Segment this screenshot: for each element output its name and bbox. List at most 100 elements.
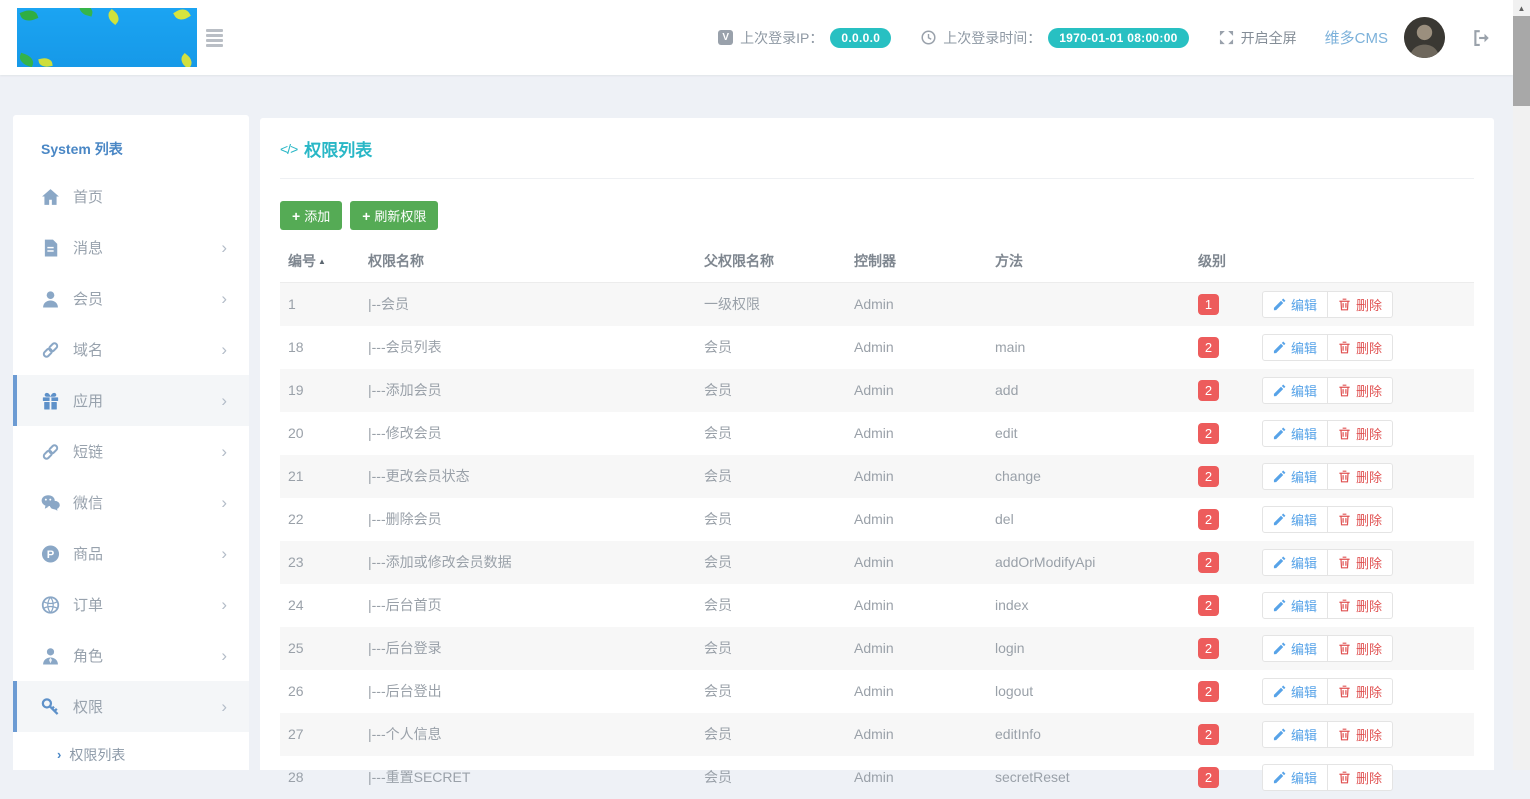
- sidebar-item-domain[interactable]: 域名 ›: [13, 324, 249, 375]
- key-icon: [41, 697, 60, 716]
- edit-button[interactable]: 编辑: [1262, 333, 1329, 361]
- trash-icon: [1338, 771, 1351, 784]
- cell-parent: 会员: [704, 726, 732, 742]
- edit-button[interactable]: 编辑: [1262, 419, 1329, 447]
- sidebar-item-home[interactable]: 首页: [13, 171, 249, 222]
- edit-button[interactable]: 编辑: [1262, 548, 1329, 576]
- delete-button[interactable]: 删除: [1328, 677, 1394, 705]
- sidebar-item-label: 首页: [73, 189, 104, 206]
- menu-toggle-icon[interactable]: [206, 28, 223, 47]
- delete-button[interactable]: 删除: [1328, 333, 1394, 361]
- sidebar-item-permission[interactable]: 权限 ›: [13, 681, 249, 732]
- cell-controller: Admin: [854, 339, 894, 355]
- delete-button[interactable]: 删除: [1328, 720, 1394, 748]
- table-header-row: 编号 ▲ 权限名称 父权限名称 控制器 方法 级别: [280, 242, 1474, 283]
- cell-name: |---后台登出: [368, 683, 442, 699]
- chain-icon: [41, 443, 60, 461]
- delete-button[interactable]: 删除: [1328, 548, 1394, 576]
- sidebar-item-shortlink[interactable]: 短链 ›: [13, 426, 249, 477]
- delete-button-label: 删除: [1356, 426, 1383, 442]
- table-row: 27 |---个人信息 会员 Admin editInfo 2 编辑 删除: [280, 712, 1474, 756]
- cell-level: 2: [1190, 756, 1254, 799]
- cell-method: main: [995, 339, 1026, 355]
- fullscreen-toggle[interactable]: 开启全屏: [1219, 28, 1297, 48]
- sidebar-item-product[interactable]: P 商品 ›: [13, 528, 249, 579]
- cell-id: 23: [288, 554, 304, 570]
- delete-button[interactable]: 删除: [1328, 591, 1394, 619]
- cell-actions: 编辑 删除: [1254, 455, 1474, 498]
- cell-name: |---个人信息: [368, 726, 442, 742]
- role-icon: [41, 647, 60, 665]
- sidebar-item-role[interactable]: 角色 ›: [13, 630, 249, 681]
- refresh-permissions-button[interactable]: + 刷新权限: [350, 201, 439, 230]
- edit-button-label: 编辑: [1291, 641, 1318, 657]
- cell-name: |---会员列表: [368, 339, 442, 355]
- sidebar-item-app[interactable]: 应用 ›: [13, 375, 249, 426]
- delete-button[interactable]: 删除: [1328, 634, 1394, 662]
- edit-button[interactable]: 编辑: [1262, 462, 1329, 490]
- brand-link[interactable]: 维多CMS: [1324, 30, 1388, 47]
- site-logo[interactable]: [17, 8, 197, 67]
- column-header-id[interactable]: 编号 ▲: [280, 242, 360, 283]
- cell-id: 1: [288, 296, 296, 313]
- cell-level: 2: [1190, 498, 1254, 541]
- edit-button[interactable]: 编辑: [1262, 290, 1329, 318]
- page-title-text: 权限列表: [304, 141, 373, 160]
- pencil-icon: [1273, 642, 1286, 655]
- cell-level: 2: [1190, 412, 1254, 455]
- trash-icon: [1338, 556, 1351, 569]
- table-row: 26 |---后台登出 会员 Admin logout 2 编辑 删除: [280, 670, 1474, 713]
- edit-button[interactable]: 编辑: [1262, 591, 1329, 619]
- cell-id: 22: [288, 511, 304, 527]
- cell-id: 19: [288, 382, 304, 398]
- cell-level: 2: [1190, 670, 1254, 713]
- sidebar-section-title: System 列表: [41, 141, 123, 157]
- delete-button[interactable]: 删除: [1328, 376, 1394, 404]
- vertical-scrollbar[interactable]: ▲: [1513, 0, 1530, 770]
- cell-method: login: [995, 640, 1025, 656]
- add-button[interactable]: + 添加: [280, 201, 343, 230]
- pencil-icon: [1273, 556, 1286, 569]
- last-login-ip-label: 上次登录IP：: [740, 29, 824, 46]
- permissions-table-body: 1 |--会员 一级权限 Admin 1 编辑 删除: [280, 282, 1474, 799]
- delete-button[interactable]: 删除: [1328, 763, 1394, 791]
- sidebar-item-wechat[interactable]: 微信 ›: [13, 477, 249, 528]
- edit-button[interactable]: 编辑: [1262, 634, 1329, 662]
- delete-button[interactable]: 删除: [1328, 290, 1394, 318]
- sidebar-subitem-permission-list[interactable]: › 权限列表: [13, 732, 249, 777]
- sort-asc-icon: ▲: [318, 257, 326, 266]
- cell-method: change: [995, 468, 1041, 484]
- edit-button[interactable]: 编辑: [1262, 763, 1329, 791]
- cell-id: 24: [288, 597, 304, 613]
- scrollbar-thumb[interactable]: [1513, 16, 1530, 106]
- chevron-right-icon: ›: [221, 544, 227, 563]
- delete-button[interactable]: 删除: [1328, 419, 1394, 447]
- logout-icon[interactable]: [1471, 28, 1491, 48]
- cell-level: 2: [1190, 541, 1254, 584]
- delete-button[interactable]: 删除: [1328, 505, 1394, 533]
- edit-button[interactable]: 编辑: [1262, 505, 1329, 533]
- column-header-method: 方法: [987, 242, 1190, 283]
- user-avatar[interactable]: [1404, 17, 1445, 58]
- edit-button[interactable]: 编辑: [1262, 720, 1329, 748]
- edit-button-label: 编辑: [1291, 512, 1318, 528]
- cell-parent: 会员: [704, 382, 732, 398]
- cell-parent: 会员: [704, 425, 732, 441]
- sidebar-item-label: 消息: [73, 240, 104, 257]
- sidebar-item-message[interactable]: 消息 ›: [13, 222, 249, 273]
- gift-icon: [41, 392, 60, 410]
- level-badge: 2: [1198, 637, 1219, 659]
- table-row: 21 |---更改会员状态 会员 Admin change 2 编辑 删除: [280, 454, 1474, 498]
- pencil-icon: [1273, 599, 1286, 612]
- edit-button[interactable]: 编辑: [1262, 376, 1329, 404]
- sidebar-item-order[interactable]: 订单 ›: [13, 579, 249, 630]
- scroll-up-icon[interactable]: ▲: [1517, 3, 1526, 13]
- sidebar-item-member[interactable]: 会员 ›: [13, 273, 249, 324]
- cell-name: |---修改会员: [368, 425, 442, 441]
- cell-level: 2: [1190, 455, 1254, 498]
- trash-icon: [1338, 728, 1351, 741]
- delete-button-label: 删除: [1356, 469, 1383, 485]
- edit-button[interactable]: 编辑: [1262, 677, 1329, 705]
- delete-button[interactable]: 删除: [1328, 462, 1394, 490]
- chevron-right-icon: ›: [221, 493, 227, 512]
